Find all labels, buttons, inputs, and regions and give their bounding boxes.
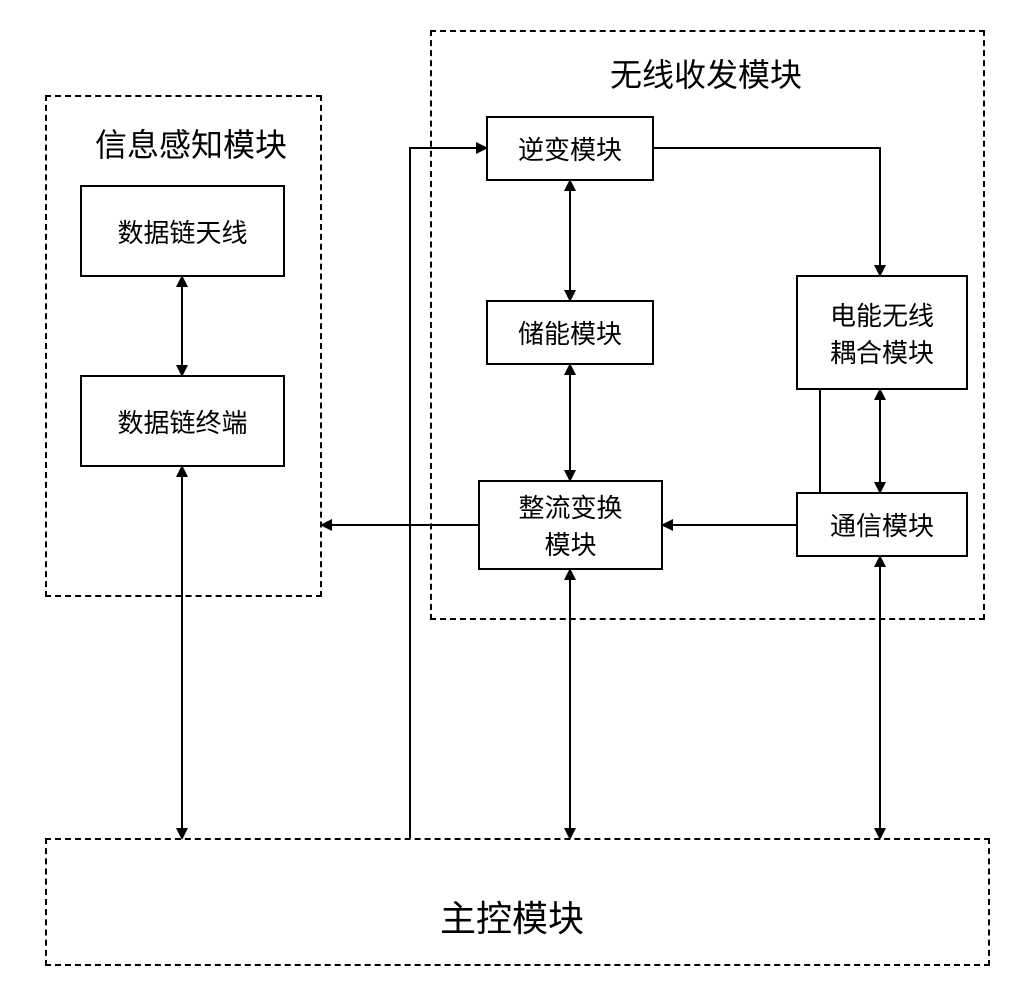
energy-storage-box: 储能模块	[486, 300, 654, 365]
communication-label: 通信模块	[830, 506, 934, 543]
wireless-coupling-label: 电能无线 耦合模块	[830, 296, 934, 370]
info-sensing-title: 信息感知模块	[95, 120, 287, 166]
energy-storage-label: 储能模块	[518, 314, 622, 351]
wireless-transceiver-title-text: 无线收发模块	[610, 57, 802, 93]
wireless-coupling-box: 电能无线 耦合模块	[796, 275, 968, 390]
data-link-antenna-label: 数据链天线	[117, 213, 247, 250]
data-link-terminal-box: 数据链终端	[80, 375, 285, 467]
rectifier-label: 整流变换 模块	[518, 488, 622, 562]
rectifier-box: 整流变换 模块	[478, 480, 663, 570]
main-control-label: 主控模块	[440, 890, 584, 942]
info-sensing-module-box	[45, 95, 322, 597]
data-link-antenna-box: 数据链天线	[80, 185, 285, 277]
inverter-box: 逆变模块	[486, 116, 654, 181]
communication-box: 通信模块	[796, 492, 968, 557]
info-sensing-title-text: 信息感知模块	[95, 127, 287, 163]
wireless-transceiver-title: 无线收发模块	[610, 50, 802, 96]
data-link-terminal-label: 数据链终端	[117, 403, 247, 440]
inverter-label: 逆变模块	[518, 130, 622, 167]
main-control-label-text: 主控模块	[440, 899, 584, 939]
